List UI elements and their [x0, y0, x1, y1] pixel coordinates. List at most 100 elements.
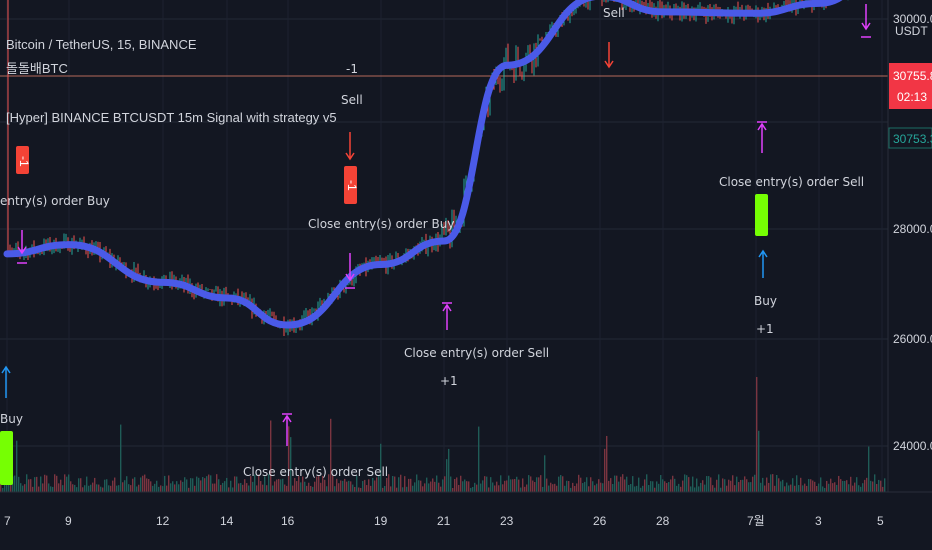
red-down-arrow-icon — [345, 132, 355, 161]
date-tick: 26 — [593, 514, 607, 528]
magenta-down-arrow-icon-mid — [345, 253, 355, 282]
volume-bar — [98, 484, 100, 492]
volume-bar — [594, 485, 596, 492]
volume-bar — [484, 476, 486, 492]
volume-bar — [566, 480, 568, 492]
volume-bar — [198, 477, 200, 492]
volume-bar — [780, 481, 782, 492]
volume-bar — [130, 485, 132, 492]
volume-bar — [658, 483, 660, 492]
volume-bar — [274, 481, 276, 492]
volume-bar — [512, 479, 514, 492]
volume-bar — [864, 479, 866, 492]
volume-bar — [642, 485, 644, 492]
last-price-label — [889, 63, 932, 109]
volume-bar — [572, 482, 574, 492]
volume-bar — [74, 484, 76, 492]
volume-bar — [414, 482, 416, 492]
volume-bar — [776, 474, 778, 492]
volume-bar — [230, 480, 232, 492]
volume-bar — [288, 426, 290, 492]
volume-bar — [508, 475, 510, 492]
volume-bar — [392, 475, 394, 492]
volume-bar — [458, 484, 460, 492]
volume-bar — [102, 487, 104, 492]
volume-bar — [480, 483, 482, 492]
volume-bar — [596, 483, 598, 492]
price-axis[interactable]: USDT 30000.00 28000.00 26000.00 24000.00… — [887, 0, 932, 550]
volume-bar — [270, 420, 272, 492]
volume-bar — [314, 481, 316, 492]
volume-bar — [378, 476, 380, 492]
date-axis-background — [0, 492, 932, 550]
volume-bar — [416, 474, 418, 492]
volume-bar — [62, 485, 64, 492]
volume-bar — [634, 486, 636, 492]
volume-bar — [360, 487, 362, 492]
volume-bar — [756, 377, 758, 492]
volume-bar — [744, 476, 746, 492]
volume-bar — [708, 476, 710, 492]
volume-bar — [474, 482, 476, 492]
volume-bar — [498, 485, 500, 492]
volume-bar — [614, 475, 616, 492]
volume-bar — [352, 484, 354, 492]
date-tick: 16 — [281, 514, 295, 528]
volume-bar — [150, 481, 152, 492]
volume-bar — [252, 481, 254, 492]
volume-bar — [616, 475, 618, 492]
volume-bar — [52, 486, 54, 492]
volume-bar — [26, 474, 28, 492]
volume-bar — [446, 459, 448, 492]
volume-bar — [600, 482, 602, 492]
volume-bar — [292, 485, 294, 492]
volume-bar — [12, 476, 14, 492]
volume-bar — [516, 476, 518, 492]
volume-bar — [608, 480, 610, 492]
volume-bar — [106, 479, 108, 492]
volume-bar — [180, 480, 182, 492]
volume-bar — [598, 479, 600, 492]
volume-bar — [134, 477, 136, 492]
volume-bar — [718, 474, 720, 492]
volume-bar — [750, 482, 752, 492]
volume-bar — [588, 486, 590, 492]
volume-bar — [340, 480, 342, 492]
volume-bar — [648, 485, 650, 492]
volume-bar — [176, 481, 178, 492]
volume-bar — [644, 479, 646, 492]
volume-bar — [208, 474, 210, 492]
volume-bar — [568, 481, 570, 492]
volume-bar — [118, 485, 120, 492]
volume-bar — [128, 484, 130, 492]
magenta-down-arrow-icon — [17, 230, 27, 255]
volume-bar — [46, 475, 48, 492]
date-axis[interactable]: 7 9 12 14 16 19 21 23 26 28 7월 3 5 — [0, 491, 932, 550]
red-down-arrow-icon-top — [604, 42, 614, 69]
volume-bar — [42, 483, 44, 492]
volume-bar — [798, 485, 800, 492]
volume-bar — [668, 482, 670, 492]
volume-bar — [312, 486, 314, 492]
volume-bar — [256, 485, 258, 492]
volume-bar — [28, 479, 30, 492]
volume-bar — [586, 477, 588, 492]
volume-bar — [144, 474, 146, 492]
magenta-up-arrow-icon — [282, 414, 292, 446]
volume-bar — [714, 487, 716, 492]
volume-bar — [88, 485, 90, 492]
volume-bar — [554, 483, 556, 492]
volume-bar — [546, 478, 548, 492]
price-tick: 30000.00 — [893, 12, 932, 26]
volume-bar — [696, 478, 698, 492]
volume-bar — [224, 481, 226, 492]
volume-bar — [160, 485, 162, 492]
volume-bar — [550, 482, 552, 492]
volume-bar — [60, 479, 62, 492]
volume-bar — [212, 483, 214, 492]
volume-bar — [434, 481, 436, 492]
volume-bar — [834, 482, 836, 492]
volume-bar — [284, 484, 286, 492]
volume-bar — [654, 487, 656, 492]
